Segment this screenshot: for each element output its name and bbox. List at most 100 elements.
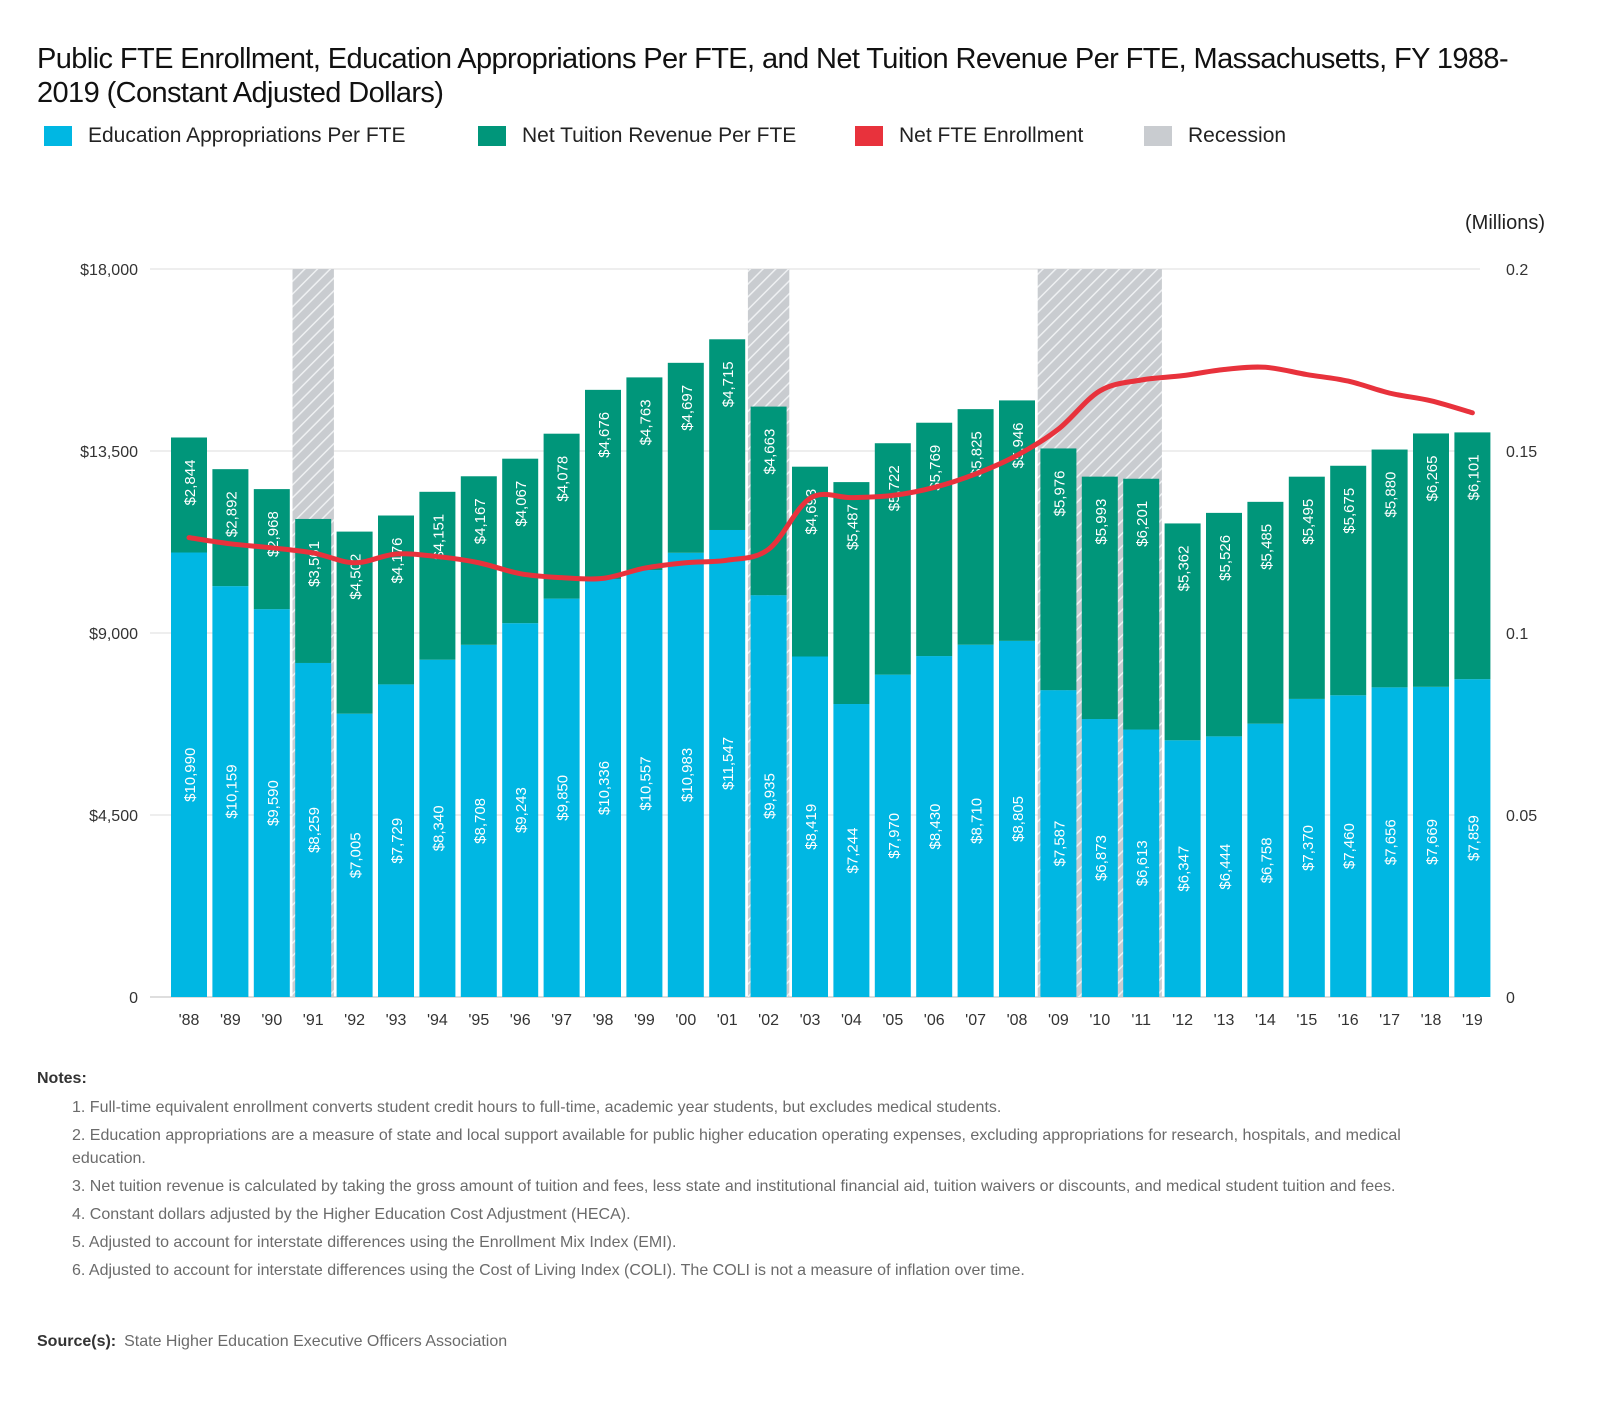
bar-appropriations[interactable]	[295, 662, 332, 997]
enrollment-line[interactable]	[186, 364, 1475, 582]
bar-tuition[interactable]	[709, 339, 746, 530]
bar-appropriations[interactable]	[833, 704, 870, 997]
data-label-appropriations: $8,259	[306, 807, 323, 853]
legend-item-appropriations[interactable]: Education Appropriations Per FTE	[44, 124, 406, 148]
data-label-appropriations: $7,729	[389, 818, 406, 864]
bar-tuition[interactable]	[1413, 433, 1449, 687]
note-4: 4. Constant dollars adjusted by the High…	[72, 1206, 631, 1223]
bar-tuition[interactable]	[1371, 449, 1408, 688]
bar-appropriations[interactable]	[1454, 679, 1491, 997]
bar-appropriations[interactable]	[1288, 698, 1325, 997]
data-label-appropriations: $9,935	[762, 773, 779, 819]
bar-tuition[interactable]	[874, 443, 911, 675]
x-tick-label: '91	[303, 1012, 324, 1029]
data-label-appropriations: $7,656	[1383, 819, 1400, 865]
bar-tuition[interactable]	[916, 422, 953, 657]
bar-tuition[interactable]	[378, 515, 414, 685]
legend-swatch-recession	[1144, 126, 1172, 146]
bar-appropriations[interactable]	[999, 640, 1035, 997]
bar-appropriations[interactable]	[1413, 686, 1449, 997]
legend-item-recession[interactable]: Recession	[1144, 124, 1286, 148]
x-tick-label: '95	[468, 1012, 489, 1029]
x-tick-label: '14	[1255, 1012, 1276, 1029]
x-tick-label: '99	[634, 1012, 655, 1029]
data-label-tuition: $4,151	[430, 514, 447, 560]
x-tick-label: '93	[386, 1012, 407, 1029]
data-label-appropriations: $7,460	[1341, 823, 1358, 869]
bar-appropriations[interactable]	[1123, 729, 1160, 997]
bar-appropriations[interactable]	[543, 598, 580, 997]
y-left-tick-label: $13,500	[80, 444, 138, 461]
bar-appropriations[interactable]	[1081, 719, 1118, 997]
bar-appropriations[interactable]	[1371, 687, 1408, 997]
bar-tuition[interactable]	[750, 406, 787, 596]
bar-tuition[interactable]	[1454, 432, 1491, 680]
bar-appropriations[interactable]	[957, 644, 994, 997]
bar-appropriations[interactable]	[1206, 736, 1242, 997]
data-label-appropriations: $10,990	[182, 748, 199, 802]
bar-appropriations[interactable]	[585, 578, 621, 997]
bar-tuition[interactable]	[212, 469, 249, 587]
bar-tuition[interactable]	[626, 377, 663, 571]
bar-tuition[interactable]	[1288, 476, 1325, 699]
x-tick-label: '09	[1048, 1012, 1069, 1029]
data-label-appropriations: $6,613	[1134, 840, 1151, 886]
data-label-appropriations: $7,669	[1424, 819, 1441, 865]
data-label-appropriations: $7,859	[1465, 815, 1482, 861]
source-label: Source(s):	[37, 1333, 117, 1350]
bar-tuition[interactable]	[1081, 476, 1118, 720]
legend-item-tuition[interactable]: Net Tuition Revenue Per FTE	[478, 124, 796, 148]
data-label-tuition: $5,362	[1176, 545, 1193, 591]
bar-tuition[interactable]	[833, 482, 870, 705]
bar-appropriations[interactable]	[336, 713, 373, 997]
bar-tuition[interactable]	[419, 491, 456, 660]
bar-appropriations[interactable]	[212, 586, 249, 997]
bar-tuition[interactable]	[957, 409, 994, 645]
x-tick-label: '89	[220, 1012, 241, 1029]
bar-tuition[interactable]	[543, 433, 580, 599]
bar-tuition[interactable]	[1247, 501, 1284, 724]
bar-tuition[interactable]	[585, 389, 621, 579]
x-tick-label: '05	[882, 1012, 903, 1029]
bar-appropriations[interactable]	[253, 609, 290, 997]
bar-appropriations[interactable]	[1330, 695, 1367, 997]
bar-tuition[interactable]	[1164, 523, 1201, 741]
x-tick-label: '90	[261, 1012, 282, 1029]
data-label-tuition: $5,825	[969, 431, 986, 477]
bar-appropriations[interactable]	[419, 659, 456, 997]
bar-appropriations[interactable]	[378, 684, 414, 997]
bar-tuition[interactable]	[502, 458, 539, 624]
data-label-appropriations: $11,547	[720, 737, 737, 790]
x-tick-label: '03	[800, 1012, 821, 1029]
bar-appropriations[interactable]	[667, 552, 704, 997]
bar-tuition[interactable]	[1330, 465, 1367, 696]
bar-appropriations[interactable]	[709, 529, 746, 997]
bar-appropriations[interactable]	[1247, 723, 1284, 997]
data-label-tuition: $5,495	[1300, 499, 1317, 545]
bar-appropriations[interactable]	[1164, 740, 1201, 997]
bar-appropriations[interactable]	[1040, 690, 1077, 997]
bar-tuition[interactable]	[999, 400, 1035, 641]
data-label-tuition: $5,526	[1217, 535, 1234, 581]
y-right-tick-label: 0.2	[1506, 262, 1528, 279]
bar-appropriations[interactable]	[460, 644, 497, 997]
bar-appropriations[interactable]	[626, 570, 663, 997]
data-label-tuition: $5,722	[886, 465, 903, 511]
bar-appropriations[interactable]	[502, 623, 539, 997]
bar-appropriations[interactable]	[874, 674, 911, 997]
bar-appropriations[interactable]	[750, 595, 787, 997]
legend-item-enrollment[interactable]: Net FTE Enrollment	[855, 124, 1083, 148]
bar-tuition[interactable]	[1040, 448, 1077, 691]
bar-tuition[interactable]	[1123, 478, 1160, 730]
bar-tuition[interactable]	[295, 518, 332, 663]
data-label-tuition: $4,763	[637, 399, 654, 445]
bar-appropriations[interactable]	[792, 656, 828, 997]
bar-appropriations[interactable]	[171, 552, 207, 997]
bar-appropriations[interactable]	[916, 656, 953, 997]
data-label-appropriations: $8,805	[1010, 796, 1027, 842]
data-label-tuition: $4,078	[555, 456, 572, 502]
data-label-appropriations: $9,243	[513, 787, 530, 833]
bar-tuition[interactable]	[171, 437, 207, 553]
bar-tuition[interactable]	[667, 362, 704, 553]
bar-tuition[interactable]	[1206, 512, 1242, 737]
